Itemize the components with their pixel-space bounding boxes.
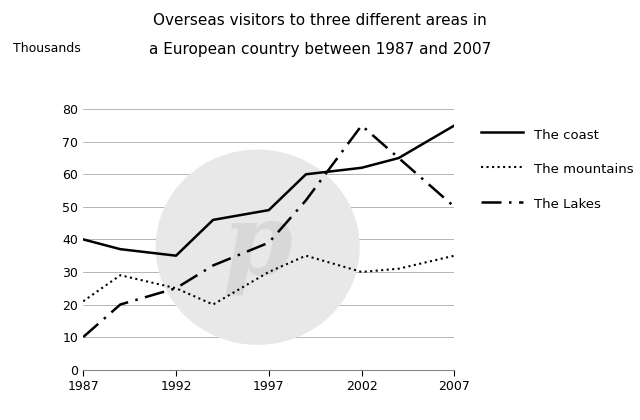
Text: Overseas visitors to three different areas in: Overseas visitors to three different are…	[153, 13, 487, 28]
Text: a European country between 1987 and 2007: a European country between 1987 and 2007	[149, 42, 491, 57]
Text: p: p	[223, 199, 292, 295]
Legend: The coast, The mountains, The Lakes: The coast, The mountains, The Lakes	[476, 121, 639, 217]
Text: Thousands: Thousands	[13, 42, 81, 55]
Ellipse shape	[156, 150, 360, 345]
